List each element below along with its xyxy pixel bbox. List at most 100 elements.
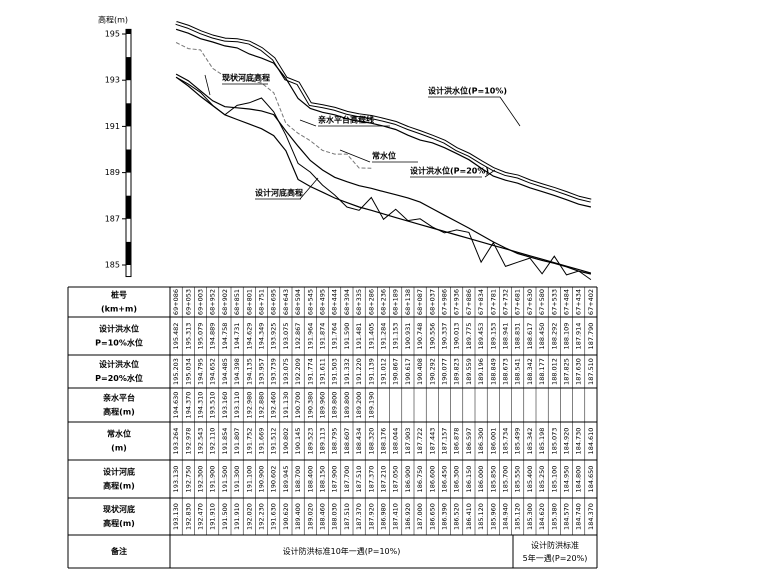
- cell-value: 185.400: [526, 466, 534, 493]
- cell-value: 190.931: [404, 323, 412, 350]
- cell-value: 188.607: [343, 428, 351, 455]
- cell-value: 187.722: [416, 428, 424, 455]
- cell-value: 188.109: [563, 323, 571, 350]
- cell-value: 189.200: [355, 392, 363, 419]
- cell-value: 189.113: [319, 428, 327, 455]
- cell-value: 191.764: [331, 323, 339, 350]
- cell-value: 67+986: [441, 289, 449, 315]
- cell-value: 185.250: [538, 466, 546, 493]
- line-label: 常水位: [372, 151, 396, 161]
- cell-value: 186.410: [465, 503, 473, 530]
- line-label: 设计洪水位(P=20%): [410, 166, 489, 176]
- cell-value: 192.230: [258, 503, 266, 530]
- ruler-segment: [126, 241, 131, 265]
- cell-value: 189.800: [331, 392, 339, 419]
- row-header: 桩号: [111, 290, 127, 300]
- cell-value: 187.900: [331, 466, 339, 493]
- cell-value: 185.380: [550, 503, 558, 530]
- row-header: 备注: [110, 546, 127, 556]
- cell-value: 184.620: [538, 503, 546, 530]
- cell-value: 187.370: [355, 503, 363, 530]
- cell-value: 191.669: [258, 428, 266, 455]
- cell-value: 188.831: [514, 323, 522, 350]
- cell-value: 185.300: [526, 503, 534, 530]
- y-tick-label: 187: [105, 214, 120, 223]
- cell-value: 192.880: [258, 392, 266, 419]
- cell-value: 191.500: [221, 503, 229, 530]
- cell-value: 186.390: [441, 503, 449, 530]
- cell-value: 192.978: [184, 428, 192, 455]
- cell-value: 193.957: [258, 358, 266, 385]
- platform-line: [175, 42, 372, 169]
- cell-value: 193.739: [270, 358, 278, 385]
- cell-value: 186.750: [416, 466, 424, 493]
- cell-value: 188.460: [319, 503, 327, 530]
- cell-value: 189.153: [489, 323, 497, 350]
- cell-value: 67+630: [526, 289, 534, 315]
- cell-value: 195.079: [197, 323, 205, 350]
- cell-value: 192.209: [294, 358, 302, 385]
- cell-value: 195.313: [184, 323, 192, 350]
- cell-value: 184.920: [563, 428, 571, 455]
- cell-value: 184.650: [587, 466, 595, 493]
- row-header: 现状河底: [103, 504, 135, 514]
- label-leader: [339, 149, 371, 163]
- cell-value: 191.611: [319, 358, 327, 385]
- cell-value: 190.620: [282, 503, 290, 530]
- cell-value: 194.349: [258, 323, 266, 350]
- cell-value: 188.177: [538, 358, 546, 385]
- row-header: 高程(m): [103, 518, 135, 528]
- cell-value: 192.543: [197, 428, 205, 455]
- cell-value: 184.800: [575, 466, 583, 493]
- cell-value: 68+594: [294, 289, 302, 315]
- cell-value: 192.300: [197, 466, 205, 493]
- cell-value: 186.597: [465, 428, 473, 455]
- cell-value: 69+003: [197, 289, 205, 315]
- cell-value: 190.700: [294, 392, 302, 419]
- cell-value: 194.889: [209, 323, 217, 350]
- cell-value: 188.176: [380, 428, 388, 455]
- cell-value: 195.034: [184, 358, 192, 385]
- row-header: 设计河底: [103, 467, 135, 477]
- cell-value: 186.450: [441, 466, 449, 493]
- cell-value: 68+236: [380, 289, 388, 315]
- cell-value: 193.160: [221, 392, 229, 419]
- ruler-segment: [126, 149, 131, 173]
- row-header: P=10%水位: [95, 338, 143, 348]
- cell-value: 67+936: [453, 289, 461, 315]
- cell-value: 191.405: [367, 323, 375, 350]
- design-bed-line: [175, 76, 592, 274]
- cell-value: 191.964: [306, 323, 314, 350]
- cell-value: 189.523: [306, 428, 314, 455]
- cell-value: 68+495: [319, 289, 327, 315]
- cell-value: 187.510: [587, 358, 595, 385]
- cell-value: 187.443: [428, 428, 436, 455]
- cell-value: 191.854: [221, 428, 229, 455]
- cell-value: 68+037: [428, 289, 436, 315]
- cell-value: 186.650: [428, 503, 436, 530]
- cell-value: 191.332: [343, 358, 351, 385]
- cell-value: 68+643: [282, 289, 290, 315]
- cell-value: 194.652: [209, 358, 217, 385]
- cell-value: 192.980: [245, 392, 253, 419]
- cell-value: 187.370: [367, 466, 375, 493]
- axis-label: 高程(m): [98, 15, 128, 25]
- cell-value: 68+851: [233, 289, 241, 315]
- cell-value: 189.190: [367, 392, 375, 419]
- cell-value: 185.734: [502, 428, 510, 455]
- cell-value: 192.470: [197, 503, 205, 530]
- cell-value: 193.264: [172, 428, 180, 455]
- cell-value: 191.284: [380, 323, 388, 350]
- row-header: 亲水平台: [103, 393, 135, 403]
- cell-value: 188.700: [294, 466, 302, 493]
- cell-value: 193.110: [233, 392, 241, 419]
- cell-value: 187.410: [392, 503, 400, 530]
- cell-value: 189.960: [319, 392, 327, 419]
- cell-value: 187.510: [343, 503, 351, 530]
- cell-value: 185.850: [489, 466, 497, 493]
- cell-value: 191.012: [380, 358, 388, 385]
- cell-value: 68+087: [416, 289, 424, 315]
- cell-value: 185.960: [489, 503, 497, 530]
- cell-value: 186.920: [404, 503, 412, 530]
